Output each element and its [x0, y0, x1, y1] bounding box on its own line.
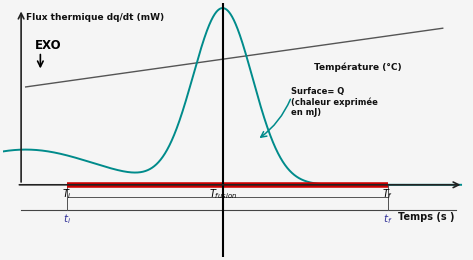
Text: Temps (s ): Temps (s ) — [398, 212, 454, 222]
Text: $T_f$: $T_f$ — [382, 187, 394, 200]
Text: Surface= Q
(chaleur exprimée
en mJ): Surface= Q (chaleur exprimée en mJ) — [291, 87, 378, 117]
Text: Flux thermique dq/dt (mW): Flux thermique dq/dt (mW) — [26, 12, 164, 22]
Text: Température (°C): Température (°C) — [315, 63, 402, 72]
Text: $T_i$: $T_i$ — [62, 187, 72, 200]
Text: $t_f$: $t_f$ — [383, 212, 393, 226]
Text: $t_i$: $t_i$ — [63, 212, 71, 226]
Text: EXO: EXO — [35, 39, 61, 52]
Text: $T_{fusion}$: $T_{fusion}$ — [209, 187, 237, 200]
